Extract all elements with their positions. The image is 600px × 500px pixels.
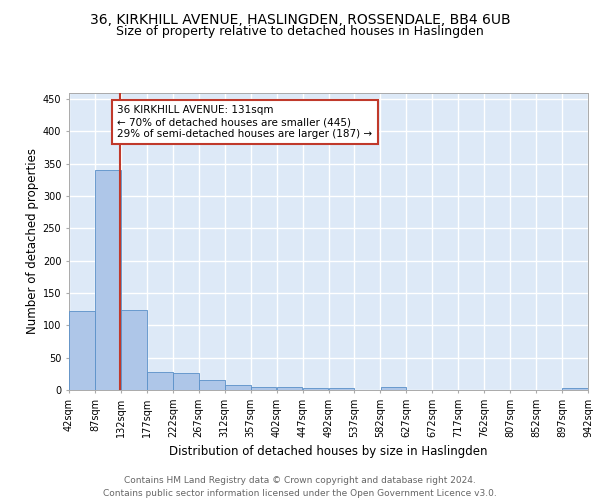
Bar [225,385,251,390]
Bar [199,380,224,390]
Bar [302,388,328,390]
Bar [329,388,355,390]
Text: Size of property relative to detached houses in Haslingden: Size of property relative to detached ho… [116,25,484,38]
Bar [277,388,302,390]
Text: Contains HM Land Registry data © Crown copyright and database right 2024.
Contai: Contains HM Land Registry data © Crown c… [103,476,497,498]
Bar [380,388,406,390]
Y-axis label: Number of detached properties: Number of detached properties [26,148,38,334]
Bar [251,387,277,390]
Bar [69,311,95,390]
Text: 36, KIRKHILL AVENUE, HASLINGDEN, ROSSENDALE, BB4 6UB: 36, KIRKHILL AVENUE, HASLINGDEN, ROSSEND… [89,12,511,26]
X-axis label: Distribution of detached houses by size in Haslingden: Distribution of detached houses by size … [169,446,488,458]
Bar [121,310,147,390]
Text: 36 KIRKHILL AVENUE: 131sqm
← 70% of detached houses are smaller (445)
29% of sem: 36 KIRKHILL AVENUE: 131sqm ← 70% of deta… [118,106,373,138]
Bar [173,372,199,390]
Bar [562,388,588,390]
Bar [95,170,121,390]
Bar [147,372,173,390]
